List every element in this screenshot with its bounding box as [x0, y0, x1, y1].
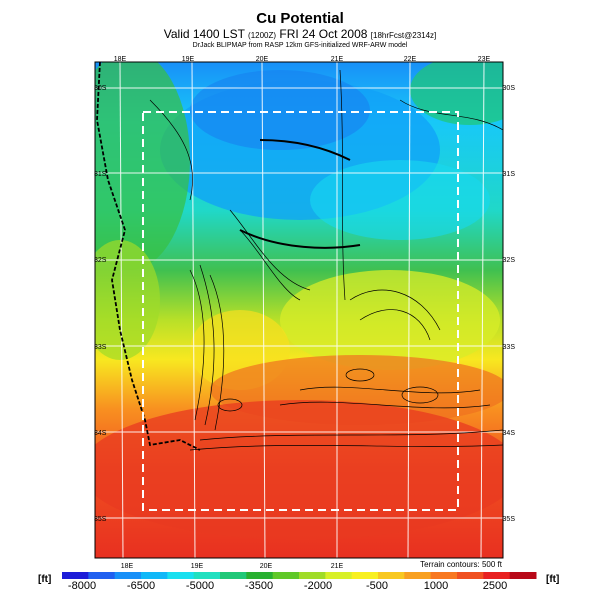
- colorbar-swatch: [141, 572, 168, 579]
- colorbar-swatch: [404, 572, 432, 579]
- colorbar-swatch: [457, 572, 484, 579]
- model-credit: DrJack BLIPMAP from RASP 12km GFS-initia…: [192, 42, 408, 49]
- map-title: Cu Potential: [256, 10, 344, 27]
- lat-label-left: 31S: [94, 171, 107, 178]
- lon-label-bottom: 19E: [191, 563, 204, 570]
- colorbar-swatch: [193, 572, 221, 579]
- coastline: [96, 61, 201, 451]
- lon-label-top: 23E: [478, 56, 491, 63]
- unit-label-left: [ft]: [38, 574, 52, 585]
- lat-label-left: 34S: [94, 430, 107, 437]
- lon-label-bottom: 20E: [260, 563, 273, 570]
- unit-label-right: [ft]: [546, 574, 560, 585]
- longitude-labels-bottom: 18E 19E 20E 21E: [121, 563, 344, 570]
- colorbar-tick-label: -8000: [68, 580, 96, 592]
- colorbar-swatch: [351, 572, 379, 579]
- colorbar-swatch: [88, 572, 116, 579]
- terrain-contour-note: Terrain contours: 500 ft: [420, 560, 502, 569]
- lon-label-bottom: 18E: [121, 563, 134, 570]
- colorbar-swatch: [430, 572, 458, 579]
- lon-label-top: 20E: [256, 56, 269, 63]
- colorbar-swatch: [299, 572, 326, 579]
- colorbar-swatch: [62, 572, 89, 579]
- lat-label-right: 32S: [503, 257, 516, 264]
- lat-label-left: 33S: [94, 344, 107, 351]
- colorbar-swatch: [167, 572, 195, 579]
- lat-label-right: 33S: [503, 344, 516, 351]
- lat-label-right: 31S: [503, 171, 516, 178]
- latitude-labels-right: 30S 31S 32S 33S 34S 35S: [503, 85, 516, 523]
- utc-time: (1200Z): [248, 31, 277, 40]
- lon-label-top: 21E: [331, 56, 344, 63]
- colorbar-tick-label: 2500: [483, 580, 507, 592]
- colorbar-tick-label: -500: [366, 580, 388, 592]
- lat-label-left: 35S: [94, 516, 107, 523]
- colorbar-tick-label: -2000: [304, 580, 332, 592]
- lat-lon-grid: [95, 61, 503, 559]
- longitude-labels-top: 18E 19E 20E 21E 22E 23E: [114, 56, 491, 63]
- colorbar-swatch: [325, 572, 353, 579]
- lon-label-top: 18E: [114, 56, 127, 63]
- colorbar-swatch: [246, 572, 274, 579]
- colorbar-swatch: [114, 572, 142, 579]
- colorbar-tick-label: 1000: [424, 580, 448, 592]
- forecast-date: FRI 24 Oct 2008: [279, 27, 368, 41]
- colorbar-tick-label: -3500: [245, 580, 273, 592]
- lat-label-right: 35S: [503, 516, 516, 523]
- colorbar-swatch: [220, 572, 247, 579]
- lat-label-left: 32S: [94, 257, 107, 264]
- colorbar-swatch: [272, 572, 300, 579]
- colorbar-swatch: [483, 572, 511, 579]
- colorbar: [62, 572, 537, 579]
- lat-label-right: 30S: [503, 85, 516, 92]
- thick-contour: [239, 229, 361, 249]
- lon-label-top: 22E: [404, 56, 417, 63]
- valid-time: Valid 1400 LST: [163, 27, 245, 41]
- colorbar-swatch: [509, 572, 537, 579]
- terrain-contours: [149, 69, 504, 451]
- latitude-labels-left: 30S 31S 32S 33S 34S 35S: [94, 85, 107, 523]
- colorbar-tick-label: -5000: [186, 580, 214, 592]
- lon-label-top: 19E: [182, 56, 195, 63]
- colorbar-tick-label: -6500: [127, 580, 155, 592]
- colorbar-labels: -8000 -6500 -5000 -3500 -2000 -500 1000 2500: [68, 580, 507, 592]
- map-subtitle: Valid 1400 LST (1200Z) FRI 24 Oct 2008 […: [0, 27, 600, 41]
- lon-label-bottom: 21E: [331, 563, 344, 570]
- inner-domain-box: [142, 111, 459, 511]
- forecast-run: [18hrFcst@2314z]: [370, 31, 437, 40]
- colorbar-swatch: [378, 572, 405, 579]
- thick-contour: [259, 139, 351, 161]
- field-layer: [95, 62, 503, 558]
- lat-label-left: 30S: [94, 85, 107, 92]
- lat-label-right: 34S: [503, 430, 516, 437]
- map-frame: [94, 61, 504, 559]
